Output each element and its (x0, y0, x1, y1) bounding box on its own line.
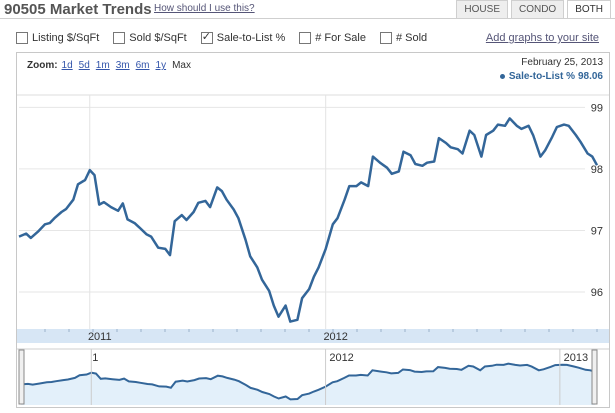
checkbox-box[interactable] (113, 32, 126, 44)
y-tick-label: 99 (591, 102, 603, 114)
checkbox-box[interactable] (200, 30, 213, 44)
checkbox-for-sale-count[interactable]: # For Sale (299, 32, 366, 44)
zoom-3m[interactable]: 3m (115, 60, 130, 71)
header-divider (0, 18, 615, 19)
series-readout-value: 98.06 (577, 71, 603, 82)
navigator-area (21, 363, 595, 405)
zoom-max[interactable]: Max (172, 60, 191, 71)
zoom-5d[interactable]: 5d (78, 60, 90, 71)
x-tick-label: 2011 (88, 331, 112, 343)
x-tick-label: 2012 (323, 331, 347, 343)
metric-checkbox-bar: Listing $/SqFt Sold $/SqFt Sale-to-List … (16, 30, 441, 44)
navigator-tick-label: 2012 (329, 352, 353, 364)
date-readout: February 25, 2013 (521, 57, 603, 68)
zoom-controls: Zoom: 1d 5d 1m 3m 6m 1y Max (27, 60, 197, 71)
checkbox-label: Sold $/SqFt (129, 32, 187, 44)
zoom-label: Zoom: (27, 60, 58, 71)
tab-both[interactable]: BOTH (567, 0, 611, 18)
checkbox-label: # Sold (395, 32, 428, 44)
series-dot-icon (499, 74, 505, 79)
checkbox-listing-price-sqft[interactable]: Listing $/SqFt (16, 32, 99, 44)
y-tick-label: 97 (591, 225, 603, 237)
chart-frame: 96 97 98 99 2011 2012 1 2012 2013 Zoom: 1d 5d 1m… (16, 52, 610, 408)
y-tick-label: 96 (591, 287, 603, 299)
zoom-6m[interactable]: 6m (135, 60, 150, 71)
tab-house[interactable]: HOUSE (456, 0, 508, 18)
checkbox-label: Listing $/SqFt (32, 32, 100, 44)
navigator-tick-label: 1 (92, 352, 98, 364)
help-link[interactable]: How should I use this? (154, 3, 255, 14)
series-line (18, 117, 599, 323)
navigator-left-handle[interactable] (18, 349, 25, 405)
chart-canvas[interactable]: 96 97 98 99 2011 2012 1 2012 2013 (17, 53, 609, 407)
checkbox-label: Sale-to-List % (216, 32, 286, 44)
property-type-tabs: HOUSE CONDO BOTH (453, 0, 611, 18)
zoom-1y[interactable]: 1y (155, 60, 167, 71)
navigator-line (20, 362, 596, 401)
series-readout: Sale-to-List % 98.06 (499, 71, 603, 82)
checkbox-sale-to-list[interactable]: Sale-to-List % (200, 30, 286, 44)
add-graphs-link[interactable]: Add graphs to your site (485, 32, 599, 44)
checkbox-box[interactable] (16, 32, 28, 44)
checkbox-label: # For Sale (315, 32, 366, 44)
zoom-1d[interactable]: 1d (61, 60, 73, 71)
y-tick-label: 98 (591, 164, 603, 176)
navigator-right-handle[interactable] (591, 349, 598, 405)
checkbox-sold-count[interactable]: # Sold (379, 32, 428, 44)
zoom-1m[interactable]: 1m (95, 60, 110, 71)
checkbox-box[interactable] (299, 32, 312, 44)
checkbox-box[interactable] (379, 32, 392, 44)
x-axis-band (17, 329, 609, 343)
page-title: 90505 Market Trends (4, 1, 152, 18)
checkbox-sold-price-sqft[interactable]: Sold $/SqFt (113, 32, 187, 44)
series-readout-label: Sale-to-List % (508, 71, 575, 82)
navigator-tick-label: 2013 (564, 352, 588, 364)
tab-condo[interactable]: CONDO (510, 0, 565, 18)
